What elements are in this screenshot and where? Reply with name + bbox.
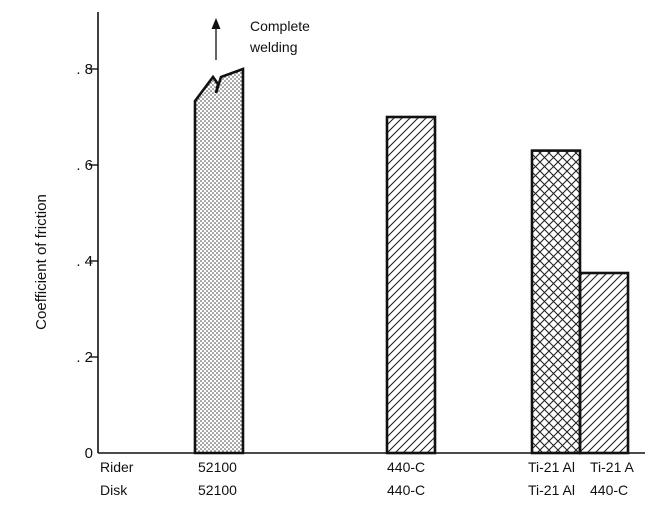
annotation-line-1: Complete [250, 18, 310, 34]
y-tick-label: . 8 [76, 61, 93, 78]
category-disk-label: Ti-21 Al [528, 482, 575, 498]
rider-row-label: Rider [100, 459, 134, 475]
category-disk-label: 52100 [198, 482, 237, 498]
annotation-arrow [211, 18, 221, 60]
y-tick-label: . 2 [76, 349, 93, 366]
y-tick-label: . 6 [76, 157, 93, 174]
category-rider-label: 52100 [198, 459, 237, 475]
category-rider-label: 440-C [387, 459, 425, 475]
y-axis-label: Coefficient of friction [33, 194, 50, 330]
category-rider-label: Ti-21 Al [528, 459, 575, 475]
disk-row-label: Disk [100, 482, 128, 498]
category-rider-label: Ti-21 A [590, 459, 634, 475]
bar-52100 [193, 67, 245, 455]
annotation-line-2: welding [249, 39, 297, 55]
y-tick-label: 0 [85, 445, 93, 462]
bar-ti-21-a [578, 271, 630, 455]
category-disk-label: 440-C [590, 482, 628, 498]
y-tick-label: . 4 [76, 253, 93, 270]
bar-ti-21-al [530, 149, 582, 455]
bar-440-c [385, 115, 437, 455]
category-disk-label: 440-C [387, 482, 425, 498]
